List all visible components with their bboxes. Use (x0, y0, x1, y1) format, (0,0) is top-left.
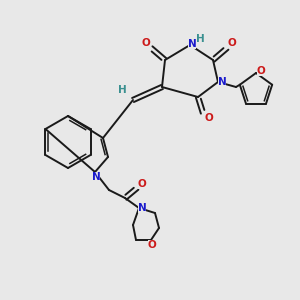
Text: O: O (228, 38, 236, 48)
Text: H: H (118, 85, 126, 95)
Text: O: O (148, 240, 156, 250)
Text: N: N (138, 203, 146, 213)
Text: N: N (218, 77, 226, 87)
Text: N: N (92, 172, 100, 182)
Text: O: O (256, 66, 266, 76)
Text: O: O (205, 113, 213, 123)
Text: O: O (142, 38, 150, 48)
Text: N: N (188, 39, 196, 49)
Text: O: O (138, 179, 146, 189)
Text: H: H (196, 34, 204, 44)
